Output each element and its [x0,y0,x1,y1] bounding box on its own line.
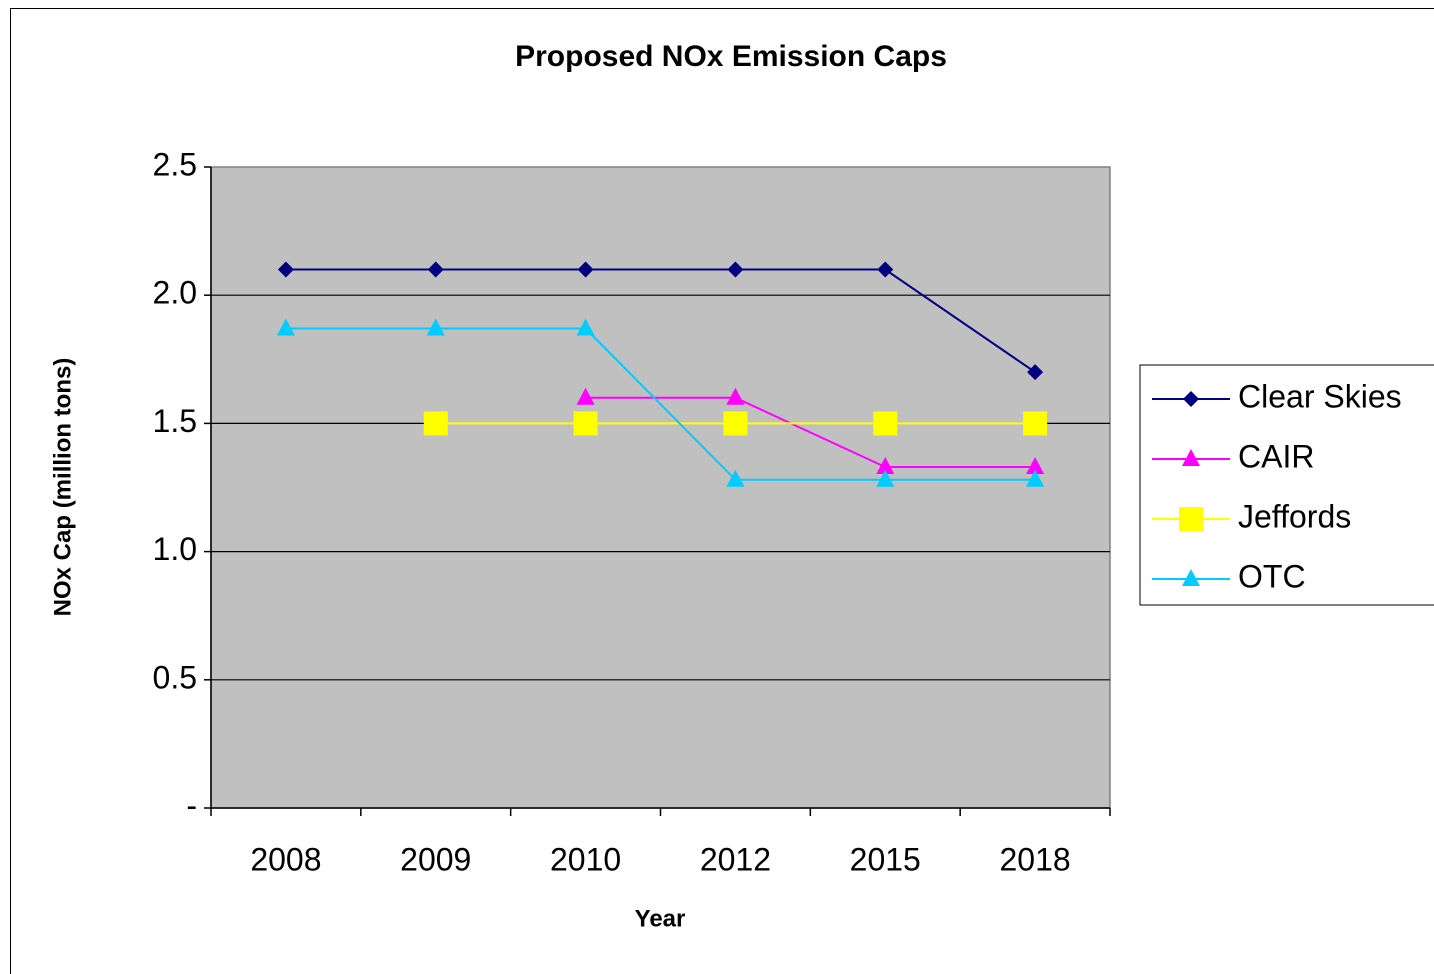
series-line [285,268,1036,373]
x-tick-label: 2009 [400,841,471,877]
marker [1023,411,1048,436]
chart-title: Proposed NOx Emission Caps [515,40,947,73]
marker [576,318,595,336]
y-tick-label: 2.5 [153,146,197,182]
marker [727,261,744,278]
marker [877,261,894,278]
marker [577,261,594,278]
marker [876,456,895,474]
x-tick-label: 2010 [550,841,621,877]
y-axis-label: NOx Cap (million tons) [49,358,76,617]
y-tick-label: 1.5 [153,403,197,439]
x-axis-label: Year [635,905,686,932]
legend-label: Clear Skies [1238,378,1402,414]
marker [1026,469,1045,487]
marker [873,411,898,436]
y-tick-label: - [186,787,197,823]
x-tick-label: 2018 [999,841,1070,877]
marker [573,411,598,436]
legend-label: Jeffords [1238,498,1351,534]
marker [1179,507,1203,531]
plot-area [210,166,1111,809]
marker [876,469,895,487]
marker [276,318,295,336]
legend-label: CAIR [1238,438,1314,474]
y-tick-label: 0.5 [153,659,197,695]
x-tick-label: 2012 [700,841,771,877]
marker [1182,569,1200,586]
marker [726,387,745,405]
series-line [585,396,1036,468]
y-tick-label: 1.0 [153,531,197,567]
series-line [285,327,1036,481]
marker [1027,364,1044,381]
marker [427,261,444,278]
marker [723,411,748,436]
x-tick-label: 2015 [850,841,921,877]
marker [426,318,445,336]
marker [726,469,745,487]
marker [423,411,448,436]
marker [1183,391,1199,407]
legend-label: OTC [1238,558,1306,594]
x-tick-label: 2008 [250,841,321,877]
marker [277,261,294,278]
marker [576,387,595,405]
marker [1182,449,1200,466]
marker [1026,456,1045,474]
y-tick-label: 2.0 [153,275,197,311]
